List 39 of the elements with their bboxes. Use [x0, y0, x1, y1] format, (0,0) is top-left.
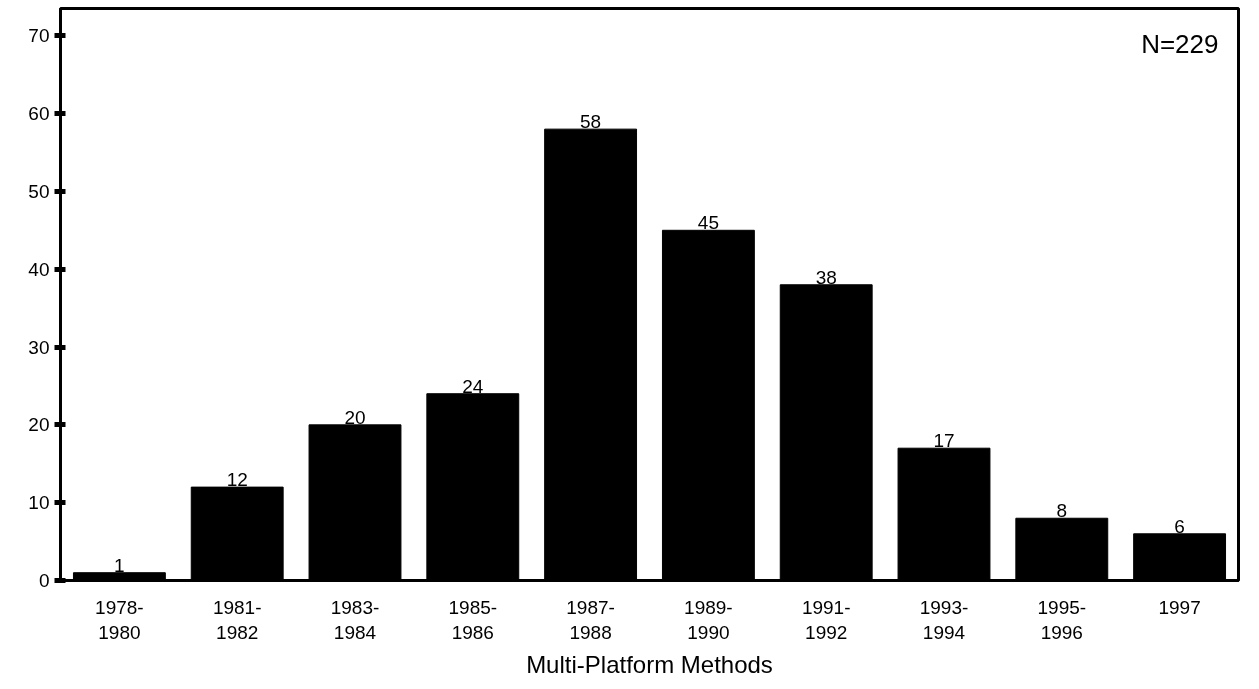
bar: [544, 128, 638, 581]
bar: [190, 486, 284, 581]
data-label: 24: [462, 375, 484, 397]
y-tick-label: 30: [28, 336, 50, 358]
y-tick-label: 0: [38, 570, 50, 591]
bar: [426, 393, 520, 581]
y-tick-label: 60: [28, 103, 50, 125]
data-label: 45: [697, 212, 719, 234]
x-tick-label: 1995- 1996: [1037, 596, 1087, 643]
data-label: 1: [114, 554, 125, 576]
bar: [1015, 517, 1109, 581]
y-tick-label: 20: [28, 414, 50, 436]
y-tick-label: 10: [28, 492, 50, 514]
data-label: 20: [344, 406, 366, 428]
data-label: 17: [933, 430, 955, 452]
bar: [897, 447, 991, 581]
annotation: N=229: [1141, 28, 1219, 59]
bar: [1133, 533, 1227, 581]
data-label: 58: [580, 111, 602, 133]
x-tick-label: 1981- 1982: [212, 596, 262, 643]
x-tick-label: 1991- 1992: [801, 596, 851, 643]
x-axis-title: Multi-Platform Methods: [526, 650, 773, 678]
x-tick-label: 1997: [1158, 596, 1201, 618]
x-tick-label: 1989- 1990: [684, 596, 733, 643]
bar: [779, 284, 873, 581]
bar: [661, 229, 755, 581]
x-tick-label: 1987- 1988: [566, 596, 615, 643]
y-tick-label: 70: [28, 25, 50, 47]
y-tick-label: 50: [28, 180, 50, 202]
x-tick-label: 1993- 1994: [919, 596, 969, 643]
y-tick-label: 40: [28, 258, 50, 280]
data-label: 8: [1056, 500, 1068, 522]
data-label: 6: [1174, 515, 1185, 537]
x-tick-label: 1983- 1984: [330, 596, 380, 643]
data-label: 12: [226, 469, 248, 491]
bar: [308, 424, 402, 581]
x-tick-label: 1978- 1980: [95, 596, 144, 643]
x-tick-label: 1985- 1986: [448, 596, 498, 643]
data-label: 38: [815, 266, 837, 288]
